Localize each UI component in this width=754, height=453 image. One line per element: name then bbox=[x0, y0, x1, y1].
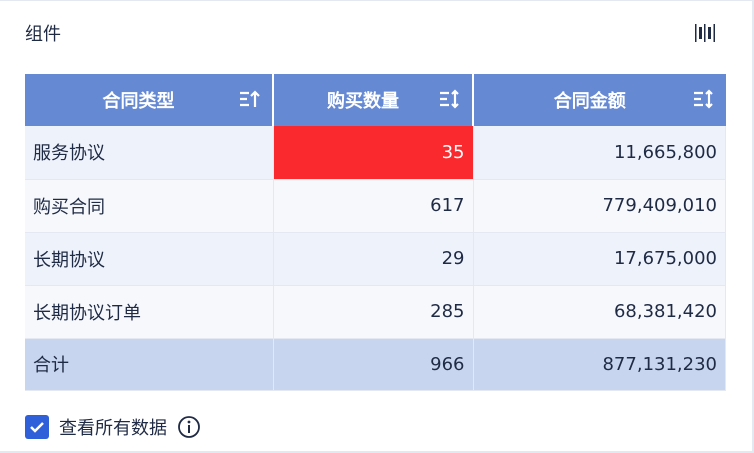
total-row: 合计 966 877,131,230 bbox=[25, 338, 726, 391]
check-icon bbox=[30, 422, 44, 433]
column-settings-icon[interactable] bbox=[694, 22, 716, 44]
column-header-type[interactable]: 合同类型 bbox=[25, 74, 274, 126]
cell-amount: 68,381,420 bbox=[473, 285, 726, 339]
sort-icon[interactable] bbox=[438, 88, 460, 110]
cell-type: 长期协议 bbox=[25, 232, 274, 286]
column-header-qty[interactable]: 购买数量 bbox=[273, 74, 474, 126]
cell-type: 购买合同 bbox=[25, 179, 274, 233]
cell-type: 服务协议 bbox=[25, 126, 274, 180]
table-row: 长期协议订单 285 68,381,420 bbox=[25, 285, 726, 339]
checkbox-label[interactable]: 查看所有数据 bbox=[59, 418, 167, 439]
cell-qty: 617 bbox=[273, 179, 474, 233]
data-table: 合同类型 购买数量 合同金额 服务协议 35 11,665,800 购买合同 617 7… bbox=[25, 74, 726, 391]
sort-ascending-icon[interactable] bbox=[238, 88, 260, 110]
column-header-amount[interactable]: 合同金额 bbox=[473, 74, 726, 126]
panel-title: 组件 bbox=[25, 24, 61, 45]
table-row: 购买合同 617 779,409,010 bbox=[25, 179, 726, 233]
cell-amount: 779,409,010 bbox=[473, 179, 726, 233]
total-qty: 966 bbox=[273, 338, 474, 391]
table-row: 长期协议 29 17,675,000 bbox=[25, 232, 726, 286]
table-row: 服务协议 35 11,665,800 bbox=[25, 126, 726, 180]
view-all-data-option[interactable]: 查看所有数据 bbox=[25, 414, 201, 440]
cell-amount: 11,665,800 bbox=[473, 126, 726, 180]
cell-amount: 17,675,000 bbox=[473, 232, 726, 286]
view-all-checkbox[interactable] bbox=[25, 415, 49, 439]
cell-qty: 29 bbox=[273, 232, 474, 286]
total-label: 合计 bbox=[25, 338, 274, 391]
cell-qty: 285 bbox=[273, 285, 474, 339]
total-amount: 877,131,230 bbox=[473, 338, 726, 391]
info-icon[interactable] bbox=[177, 415, 201, 439]
sort-icon[interactable] bbox=[692, 88, 714, 110]
cell-type: 长期协议订单 bbox=[25, 285, 274, 339]
cell-qty-highlighted: 35 bbox=[273, 126, 474, 180]
